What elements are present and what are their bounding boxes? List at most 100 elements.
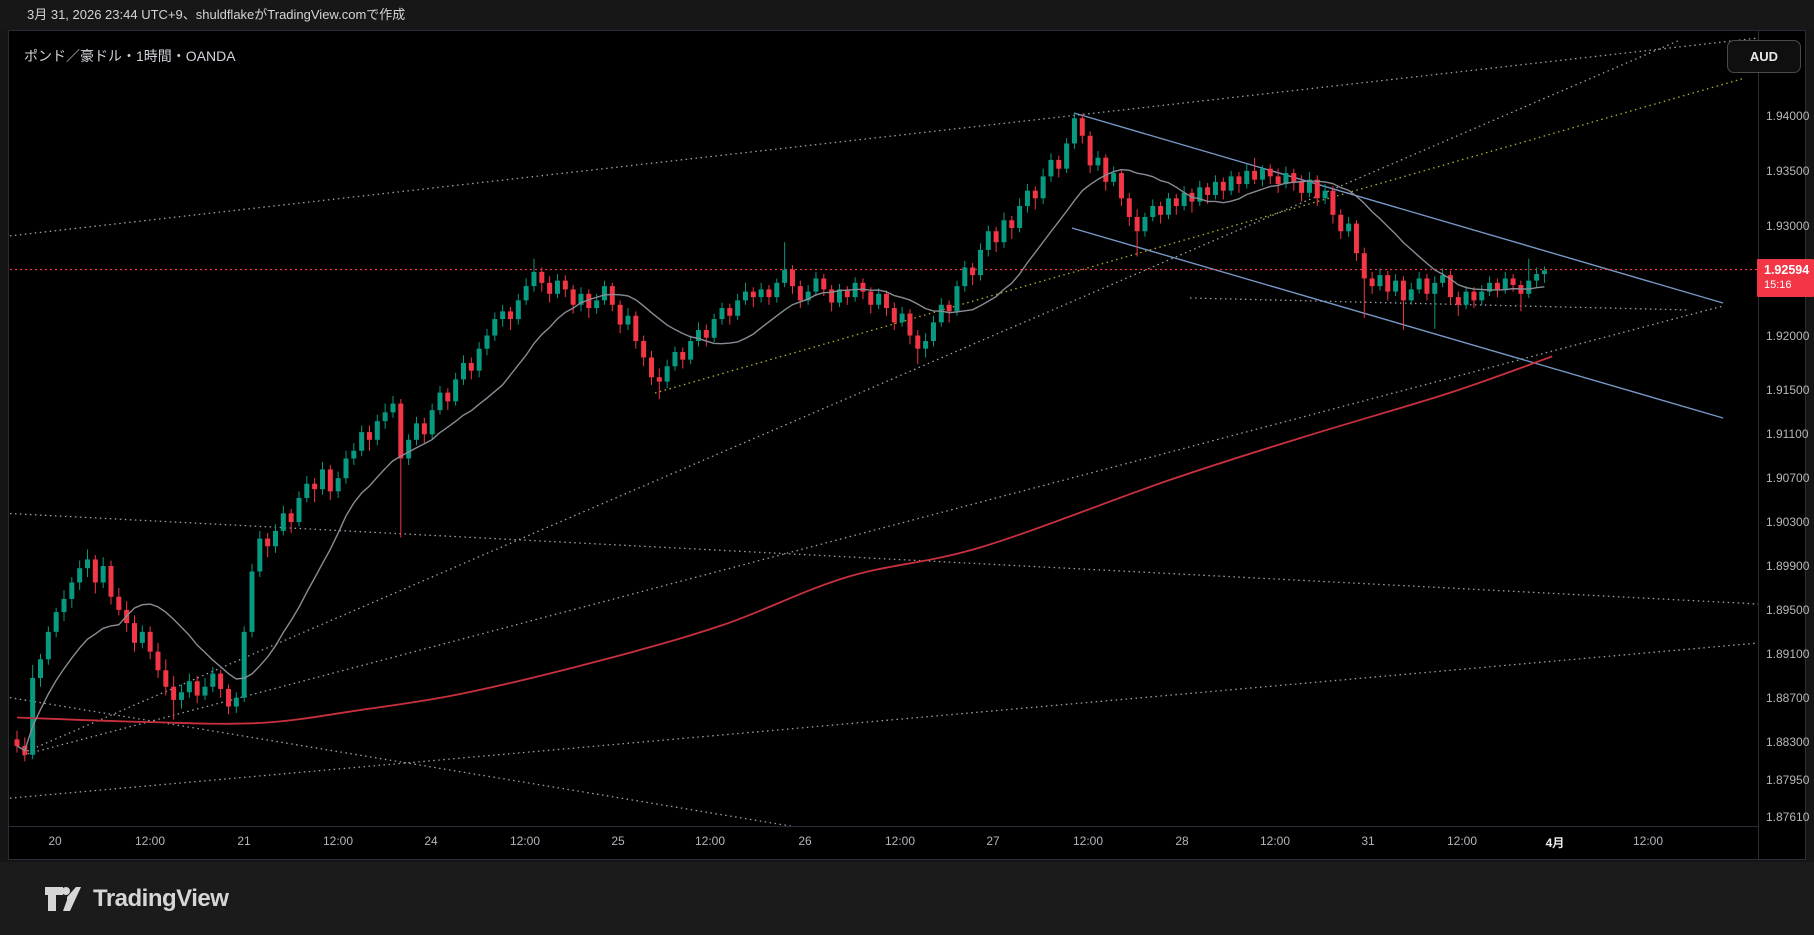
candle-body (727, 308, 733, 316)
price-axis-label: 1.92000 (1766, 328, 1810, 343)
candle-body (1275, 176, 1281, 185)
candle-body (774, 282, 780, 298)
candle-body (468, 362, 474, 371)
candle-body (1299, 181, 1305, 193)
candle-body (1440, 275, 1446, 283)
gray-moving-average-line[interactable] (16, 168, 1545, 752)
candle-body (398, 403, 404, 459)
candle-body (907, 313, 913, 336)
candle-body (586, 293, 592, 309)
candle-body (1361, 253, 1367, 279)
candle-body (265, 538, 271, 547)
blue-channel-lower[interactable] (1071, 227, 1724, 419)
candle-body (1048, 159, 1054, 177)
yellow-trendline[interactable] (654, 77, 1746, 394)
candle-body (923, 341, 929, 349)
candle-body (1393, 280, 1399, 292)
candle-body (507, 311, 513, 320)
candle-body (312, 483, 318, 490)
candle-body (695, 330, 701, 342)
candle-body (1283, 173, 1289, 185)
last-price-value: 1.92594 (1764, 263, 1810, 277)
trendline-left-falling[interactable] (0, 696, 845, 835)
candle-body (719, 308, 725, 320)
candle-body (625, 315, 631, 325)
symbol-title[interactable]: ポンド／豪ドル・1時間・OANDA (24, 48, 236, 64)
candle-body (272, 530, 278, 547)
candle-body (202, 686, 208, 696)
candle-body (1369, 278, 1375, 287)
candle-body (1463, 291, 1469, 305)
price-axis-label: 1.93000 (1766, 218, 1810, 233)
candle-body (703, 330, 709, 338)
price-axis-label: 1.88700 (1766, 690, 1810, 705)
candle-body (1267, 168, 1273, 177)
trendline-bottom-rising[interactable] (0, 642, 1758, 799)
candle-body (374, 421, 380, 440)
chart-pane (8, 30, 1806, 860)
candle-body (413, 423, 419, 440)
red-moving-average-line[interactable] (16, 355, 1553, 725)
price-axis-label: 1.93500 (1766, 163, 1810, 178)
candle-body (1118, 173, 1124, 199)
fan-line-moderate[interactable] (22, 305, 1724, 756)
candle-body (1165, 198, 1171, 215)
time-axis-label: 26 (798, 834, 812, 848)
candle-body (1056, 159, 1062, 169)
candle-body (437, 392, 443, 411)
candle-body (30, 677, 36, 755)
candle-body (515, 300, 521, 320)
candle-body (280, 513, 286, 531)
candle-body (421, 423, 427, 435)
candle-body (562, 280, 568, 290)
currency-badge-label: AUD (1749, 49, 1779, 64)
price-axis-separator (1758, 30, 1759, 860)
candle-body (1134, 216, 1140, 232)
candle-body (1103, 157, 1109, 182)
candle-body (1314, 179, 1320, 199)
tradingview-logo-icon[interactable] (45, 884, 81, 914)
currency-badge[interactable]: AUD (1727, 40, 1801, 73)
segment-lower-right[interactable] (1189, 297, 1691, 311)
candle-body (1095, 157, 1101, 166)
time-axis-label: 12:00 (509, 834, 541, 848)
candle-body (1338, 214, 1344, 232)
candle-body (1510, 278, 1516, 286)
candle-body (116, 596, 122, 610)
time-axis-label: 12:00 (1632, 834, 1664, 848)
candle-body (500, 311, 506, 320)
candle-body (782, 269, 788, 283)
candle-body (594, 300, 600, 309)
time-axis-label: 28 (1175, 834, 1189, 848)
candle-body (711, 319, 717, 338)
candle-body (946, 304, 952, 312)
candle-body (1071, 118, 1077, 144)
tradingview-wordmark[interactable]: TradingView (93, 884, 229, 912)
candle-body (1142, 216, 1148, 232)
price-axis-label: 1.91500 (1766, 383, 1810, 398)
candle-body (1330, 190, 1336, 215)
candle-body (891, 308, 897, 323)
candle-body (1541, 270, 1547, 275)
candle-body (1244, 170, 1250, 185)
time-axis-label: 12:00 (1072, 834, 1104, 848)
candle-body (735, 300, 741, 316)
time-axis-label: 12:00 (322, 834, 354, 848)
candle-body (131, 623, 137, 643)
candle-body (1024, 190, 1030, 207)
candle-body (1197, 187, 1203, 202)
candle-body (883, 293, 889, 309)
fan-line-steep[interactable] (22, 39, 1681, 754)
blue-channel-upper[interactable] (1073, 112, 1724, 304)
price-axis-label: 1.90300 (1766, 515, 1810, 530)
candle-body (108, 566, 114, 597)
candle-body (210, 673, 216, 687)
candle-body (1432, 282, 1438, 294)
trendline-upper-rising[interactable] (0, 37, 1758, 237)
trendline-mid-declining[interactable] (0, 512, 1758, 605)
candle-body (930, 322, 936, 342)
candle-body (37, 659, 43, 678)
time-axis-label: 25 (611, 834, 625, 848)
candle-body (288, 513, 294, 523)
